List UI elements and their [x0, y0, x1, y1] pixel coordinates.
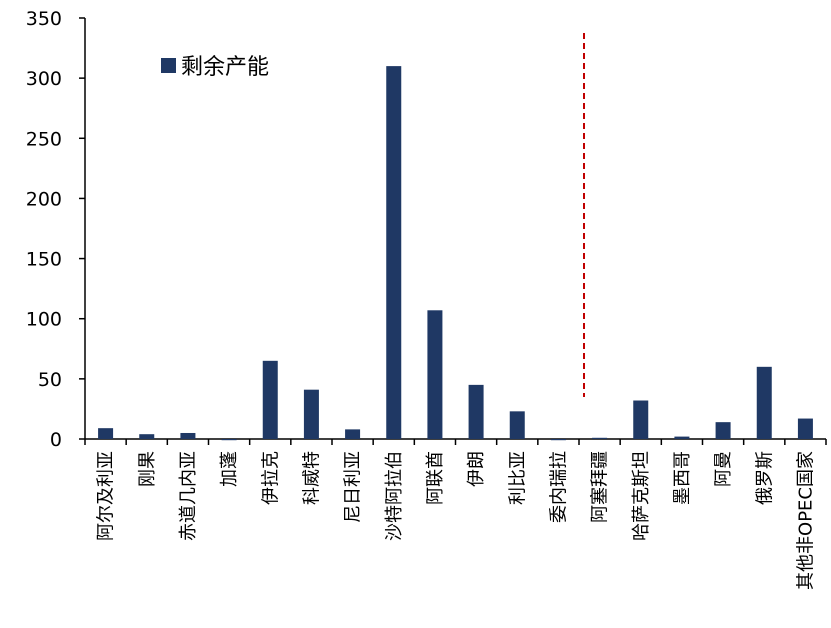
x-category-label: 俄罗斯: [754, 451, 775, 505]
y-tick-label: 300: [26, 68, 62, 90]
y-tick-label: 200: [26, 188, 62, 210]
y-tick-label: 0: [50, 429, 62, 451]
bars: [98, 66, 813, 441]
x-category-label: 刚果: [137, 451, 158, 487]
bar: [550, 439, 566, 441]
y-axis: 0 50 100 150 200 250 300 350: [26, 8, 86, 451]
bar: [592, 437, 608, 439]
bar: [797, 418, 813, 439]
bar: [345, 429, 361, 439]
bar: [633, 400, 649, 439]
bar: [98, 428, 114, 439]
bar: [756, 366, 772, 439]
bar: [715, 422, 731, 439]
bar: [468, 384, 484, 439]
x-category-label: 哈萨克斯坦: [631, 451, 652, 541]
x-category-label: 沙特阿拉伯: [384, 451, 405, 541]
bar: [180, 432, 196, 439]
x-category-label: 阿塞拜疆: [590, 451, 611, 523]
x-category-label: 墨西哥: [672, 451, 693, 505]
legend-swatch: [161, 58, 176, 73]
bar: [509, 411, 525, 439]
x-category-label: 利比亚: [507, 451, 528, 505]
x-category-label: 加蓬: [219, 451, 240, 487]
x-category-label: 伊朗: [466, 451, 487, 487]
bar: [674, 436, 690, 439]
legend-label: 剩余产能: [181, 55, 269, 80]
y-tick-label: 100: [26, 309, 62, 331]
x-category-label: 尼日利亚: [343, 451, 364, 523]
x-category-label: 赤道几内亚: [178, 451, 199, 541]
x-category-label: 其他非OPEC国家: [795, 451, 816, 590]
bar: [427, 310, 443, 439]
x-category-label: 科威特: [301, 451, 322, 505]
y-tick-label: 250: [26, 128, 62, 150]
x-axis: 阿尔及利亚 刚果 赤道几内亚 加蓬 伊拉克 科威特 尼日利亚 沙特阿拉伯 阿联酋 伊朗 利比亚 委内瑞…: [84, 438, 827, 590]
y-tick-label: 50: [38, 369, 62, 391]
y-tick-label: 350: [26, 8, 62, 30]
bar: [221, 439, 237, 441]
y-tick-label: 150: [26, 249, 62, 271]
x-category-label: 阿尔及利亚: [96, 451, 117, 541]
x-category-label: 阿联酋: [425, 451, 446, 505]
x-category-label: 委内瑞拉: [548, 451, 569, 523]
bar: [262, 360, 278, 439]
bar: [386, 66, 402, 439]
x-category-label: 伊拉克: [260, 451, 281, 505]
x-category-label: 阿曼: [713, 451, 734, 487]
bar: [303, 389, 319, 439]
legend: 剩余产能: [161, 55, 269, 80]
bar: [139, 434, 155, 439]
